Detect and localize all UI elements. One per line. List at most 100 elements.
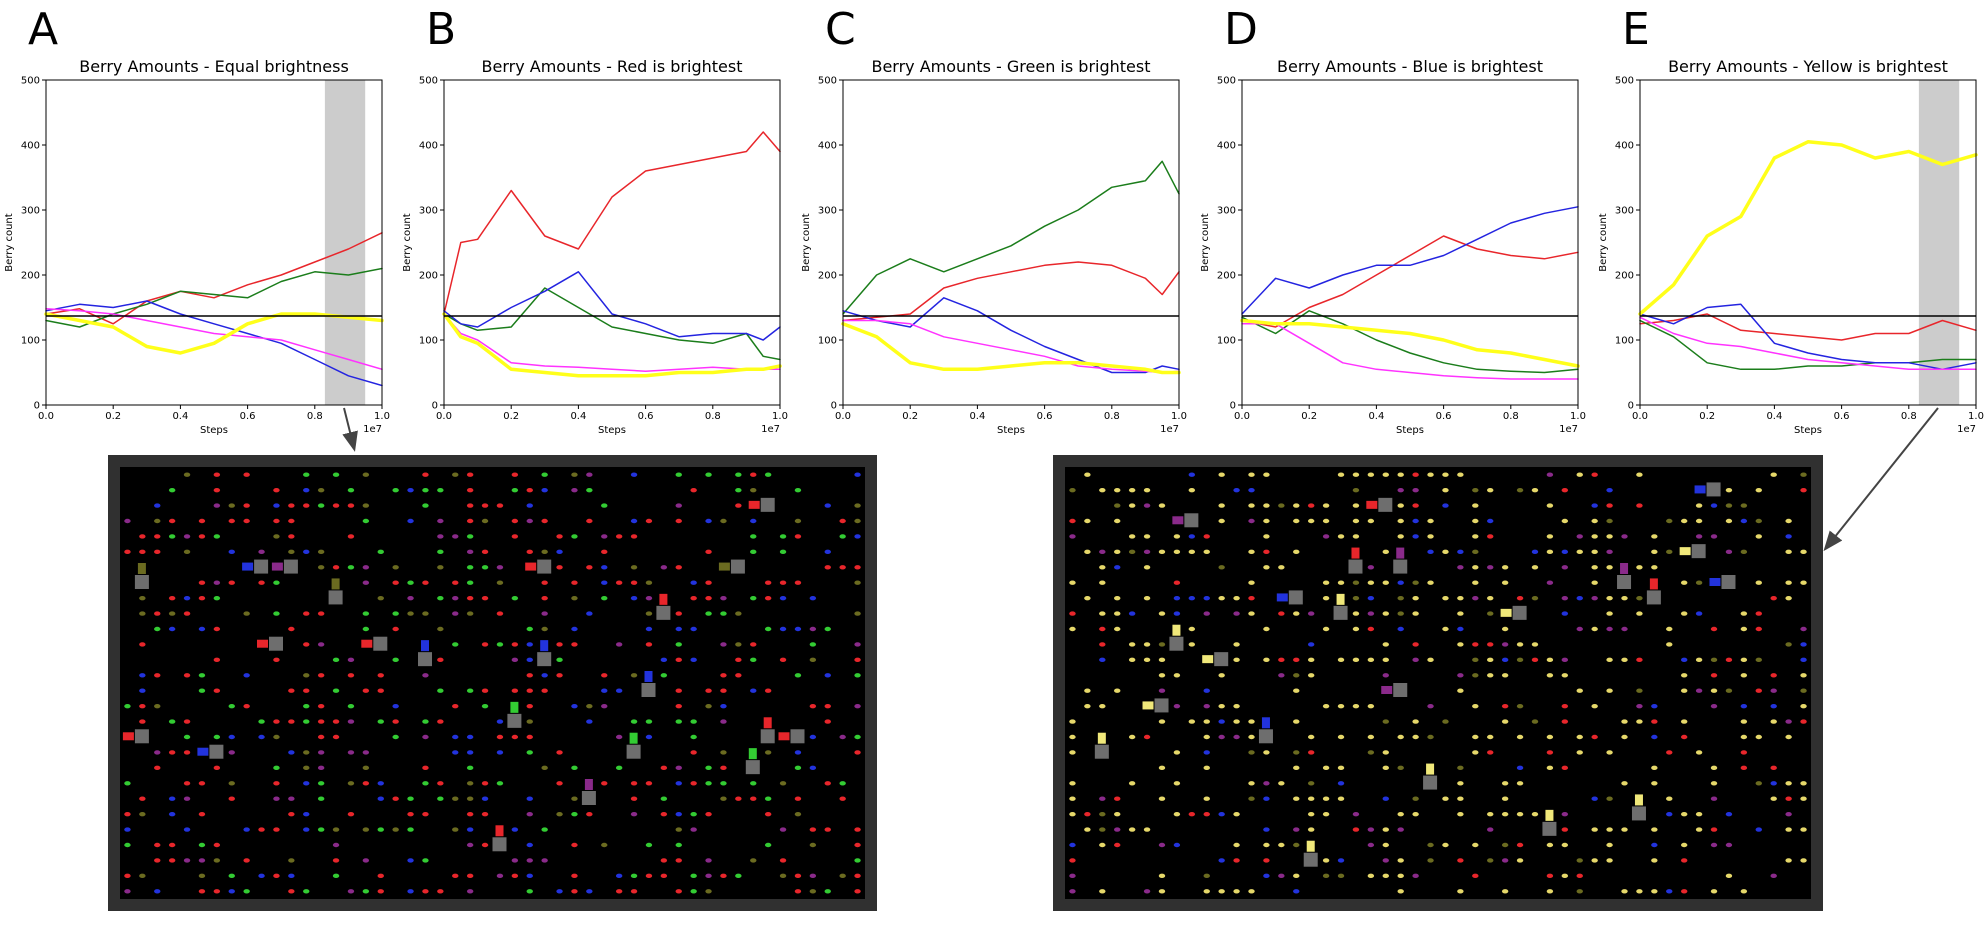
berry — [526, 858, 533, 863]
berry — [1367, 565, 1375, 570]
berry — [362, 889, 370, 894]
x-tick-label: 1.0 — [772, 411, 788, 422]
berry — [1561, 565, 1569, 570]
berry — [645, 580, 653, 585]
agent-shadow — [1393, 683, 1408, 697]
berry — [1740, 703, 1748, 709]
berry — [1337, 796, 1345, 801]
berry — [1561, 518, 1569, 524]
berry — [1755, 534, 1762, 539]
berry — [1278, 565, 1285, 570]
chart-panel-b: B Berry Amounts - Red is brightest 0.0 0.2 0… — [402, 4, 788, 436]
berry — [1457, 472, 1464, 477]
berry — [1099, 487, 1106, 493]
berry — [1307, 611, 1315, 616]
berry — [183, 734, 191, 740]
series-line-magenta — [443, 313, 781, 372]
berry — [1158, 503, 1166, 508]
berry — [288, 889, 295, 894]
berry — [168, 719, 176, 724]
berry — [660, 811, 668, 817]
y-tick-label: 200 — [1217, 271, 1236, 282]
x-tick-label: 0.2 — [1699, 411, 1715, 422]
berry — [1278, 873, 1285, 879]
agent-shadow — [283, 559, 298, 574]
berry — [139, 534, 146, 539]
berry — [779, 827, 787, 832]
berry — [1203, 734, 1210, 740]
x-tick-label: 0.6 — [638, 411, 654, 422]
berry — [1293, 765, 1300, 771]
agent-shadow — [134, 729, 149, 744]
berry — [1695, 750, 1703, 755]
berry — [1099, 657, 1106, 663]
berry — [288, 626, 295, 632]
berry — [1203, 703, 1210, 709]
berry — [1800, 642, 1807, 647]
berry — [1367, 611, 1375, 616]
berry — [273, 734, 280, 740]
berry — [154, 549, 161, 555]
berry — [273, 765, 280, 771]
berry — [377, 688, 384, 693]
berry — [1218, 673, 1225, 678]
berry — [1293, 842, 1300, 848]
berry — [317, 719, 325, 724]
berry — [1472, 534, 1479, 539]
berry — [303, 703, 310, 709]
berry — [1337, 534, 1345, 539]
berry — [630, 472, 638, 477]
x-tick-label: 0.4 — [172, 411, 188, 422]
berry — [288, 688, 295, 693]
berry — [1143, 734, 1151, 740]
berry — [1322, 626, 1330, 632]
berry — [630, 781, 638, 786]
berry — [601, 534, 608, 539]
berry — [675, 765, 682, 771]
berry — [1442, 503, 1449, 508]
berry — [466, 765, 474, 771]
berry — [198, 626, 206, 632]
panel-letter: A — [28, 4, 58, 55]
berry — [750, 549, 757, 555]
berry — [1293, 873, 1300, 879]
agent — [197, 747, 209, 756]
berry — [1203, 611, 1210, 616]
berry — [735, 873, 742, 879]
berry — [1546, 472, 1554, 477]
agent-shadow — [537, 652, 552, 667]
berry — [213, 487, 221, 493]
agent — [1620, 563, 1629, 574]
series-line-green — [1639, 319, 1977, 371]
berry — [466, 827, 474, 832]
berry — [1143, 595, 1151, 601]
x-tick-label: 0.0 — [1234, 411, 1250, 422]
berry — [422, 719, 429, 724]
berry — [1561, 595, 1569, 601]
berry — [303, 611, 310, 616]
berry — [1710, 657, 1718, 663]
x-tick-label: 0.6 — [240, 411, 256, 422]
berry — [511, 642, 519, 647]
agent — [1097, 732, 1106, 744]
berry — [571, 842, 578, 848]
x-tick-label: 1.0 — [1968, 411, 1984, 422]
berry — [705, 595, 712, 601]
berry — [1263, 534, 1270, 539]
berry — [1293, 503, 1300, 508]
berry — [1710, 765, 1718, 771]
berry — [1516, 765, 1524, 771]
berry — [258, 827, 265, 832]
berry — [213, 889, 221, 894]
berry — [273, 873, 280, 879]
berry — [541, 626, 548, 632]
berry — [1636, 503, 1643, 508]
berry — [1457, 765, 1464, 771]
berry — [362, 750, 370, 755]
y-tick-label: 500 — [1217, 76, 1236, 87]
berry — [1606, 796, 1613, 801]
berry — [1487, 642, 1494, 647]
berry — [1158, 673, 1166, 678]
agent — [1381, 686, 1393, 694]
berry — [1740, 734, 1748, 740]
